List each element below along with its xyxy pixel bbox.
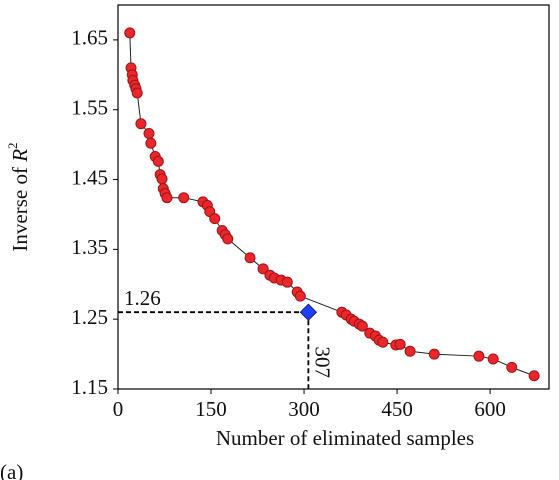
data-point [528,370,540,382]
data-point [131,87,143,99]
data-point [506,361,518,373]
data-point [473,350,485,362]
y-label-var: R [8,149,32,163]
y-tick-label: 1.35 [71,235,108,259]
y-tick-label: 1.25 [71,305,108,329]
data-point [244,252,256,264]
x-tick-label: 150 [195,397,227,421]
x-tick-label: 0 [113,397,124,421]
data-point [161,192,173,204]
data-point [487,353,499,365]
data-point [377,336,389,348]
data-point [222,233,234,245]
plot-frame [117,4,550,390]
reference-label: 307 [311,346,335,378]
y-tick-label: 1.45 [71,165,108,189]
y-tick-label: 1.55 [71,96,108,120]
data-point [428,348,440,360]
panel-label: (a) [0,460,23,480]
data-point [135,118,147,130]
data-point [156,173,168,185]
series-line [129,32,535,377]
data-point [281,276,293,288]
y-label-sup: 2 [5,142,20,149]
x-tick-label: 450 [381,397,413,421]
y-tick-label: 1.65 [71,26,108,50]
highlight-point [299,303,318,321]
data-point [394,338,406,350]
data-point [152,155,164,167]
data-point [209,213,221,225]
data-point [294,290,306,302]
data-point [404,345,416,357]
data-point [143,127,155,139]
y-label-text: Inverse of [8,162,32,252]
data-point [257,263,269,275]
x-tick-label: 300 [288,397,320,421]
data-point [356,320,368,332]
data-point [145,137,157,149]
data-point [178,192,190,204]
reference-label: 1.26 [124,286,161,310]
data-point [124,27,136,39]
x-axis-label: Number of eliminated samples [216,426,474,450]
y-axis-label: Inverse of R2 [5,142,32,251]
x-tick-label: 600 [474,397,506,421]
y-tick-label: 1.15 [71,375,108,399]
